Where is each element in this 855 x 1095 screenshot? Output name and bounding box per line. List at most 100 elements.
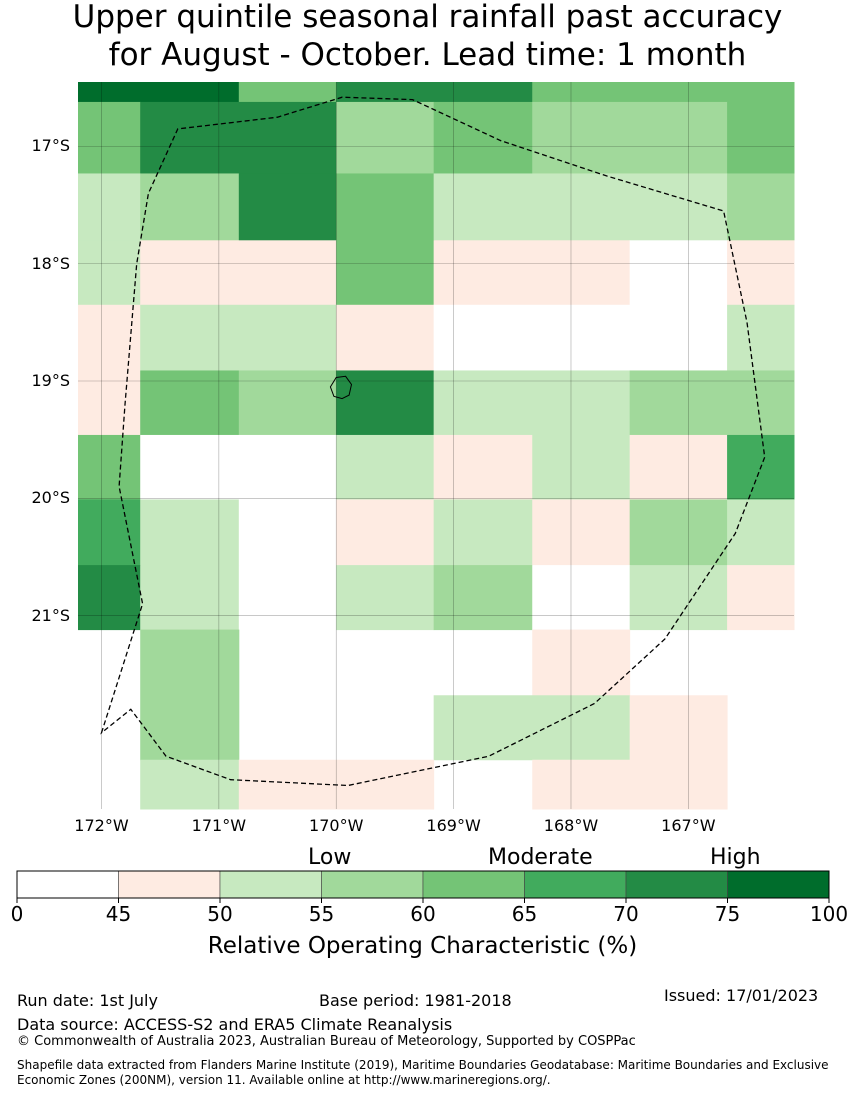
roc-cell-32 [629, 370, 795, 436]
y-tick-label-1: 18°S [31, 253, 70, 273]
graticule [78, 82, 794, 809]
y-tick-label-4: 21°S [31, 605, 70, 625]
roc-cell-54 [629, 565, 728, 631]
roc-cell-24 [336, 304, 435, 371]
roc-cell-1 [238, 82, 337, 103]
title-line-2: for August - October. Lead time: 1 month [108, 37, 747, 73]
roc-cell-21 [727, 240, 795, 306]
roc-cell-31 [433, 370, 631, 436]
roc-cell-23 [140, 304, 337, 371]
roc-cell-0 [78, 82, 240, 103]
colorbar-segment-0 [16, 870, 119, 899]
roc-cell-48 [78, 565, 141, 631]
roc-cell-33 [78, 434, 141, 500]
roc-cell-20 [629, 240, 728, 306]
roc-cell-38 [629, 434, 728, 500]
roc-cell-55 [727, 565, 795, 631]
roc-cell-8 [532, 101, 728, 174]
roc-cell-62 [532, 759, 728, 810]
x-tick-label-5: 167°W [661, 816, 716, 835]
roc-grid [78, 82, 795, 810]
roc-cell-51 [336, 565, 435, 631]
roc-cell-44 [433, 499, 533, 566]
roc-cell-12 [238, 173, 337, 241]
colorbar-tick-label-0: 0 [10, 902, 24, 926]
roc-cell-25 [433, 304, 728, 371]
map-title: Upper quintile seasonal rainfall past ac… [0, 0, 855, 74]
level-low-label: Low [308, 845, 352, 870]
colorbar-segment-2 [219, 870, 322, 899]
roc-cell-22 [78, 304, 141, 371]
roc-cell-3 [532, 82, 795, 103]
roc-cell-11 [140, 173, 240, 241]
colorbar-tick-label-8: 100 [809, 902, 849, 926]
roc-cell-26 [727, 304, 795, 371]
y-tick-label-0: 17°S [31, 136, 70, 156]
colorbar-tick-label-6: 70 [613, 902, 639, 926]
roc-cell-47 [727, 499, 795, 566]
data-source: Data source: ACCESS-S2 and ERA5 Climate … [17, 1015, 453, 1034]
roc-cell-9 [727, 101, 795, 174]
issued-date: Issued: 17/01/2023 [664, 986, 819, 1005]
level-moderate-label: Moderate [488, 845, 593, 870]
level-high-label: High [710, 845, 761, 870]
roc-cell-35 [336, 434, 435, 500]
x-tick-label-3: 169°W [426, 816, 481, 835]
colorbar-segment-1 [118, 870, 221, 899]
run-date: Run date: 1st July [17, 991, 158, 1010]
roc-cell-30 [336, 370, 435, 436]
colorbar-tick-label-7: 75 [714, 902, 741, 926]
roc-cell-41 [140, 499, 240, 566]
eez-boundary-line [100, 96, 766, 787]
colorbar-segment-6 [625, 870, 728, 899]
title-line-1: Upper quintile seasonal rainfall past ac… [72, 0, 783, 35]
roc-cell-18 [336, 240, 435, 306]
roc-cell-2 [336, 82, 533, 103]
roc-cell-45 [532, 499, 631, 566]
colorbar-segment-4 [422, 870, 525, 899]
copyright: © Commonwealth of Australia 2023, Austra… [17, 1034, 636, 1049]
roc-cell-13 [336, 173, 435, 241]
roc-cell-14 [433, 173, 728, 241]
roc-cell-60 [140, 759, 240, 810]
y-tick-label-2: 19°S [31, 371, 70, 390]
island-outline [329, 375, 353, 400]
colorbar-tick-label-1: 45 [105, 902, 132, 926]
shapefile-credit: Shapefile data extracted from Flanders M… [17, 1058, 829, 1087]
roc-cell-6 [336, 101, 435, 174]
x-tick-label-4: 168°W [543, 816, 599, 835]
colorbar-segment-5 [524, 870, 627, 899]
roc-cell-58 [433, 695, 631, 761]
roc-cell-15 [727, 173, 795, 241]
roc-cell-7 [433, 101, 533, 174]
colorbar-tick-label-4: 60 [410, 902, 436, 926]
roc-cell-27 [78, 370, 141, 436]
roc-cell-46 [629, 499, 728, 566]
base-period: Base period: 1981-2018 [319, 991, 512, 1010]
roc-cell-5 [140, 101, 337, 174]
roc-cell-49 [140, 565, 240, 631]
colorbar-segment-7 [727, 870, 830, 899]
colorbar-label: Relative Operating Characteristic (%) [207, 933, 638, 959]
roc-cell-56 [140, 629, 240, 761]
roc-cell-53 [532, 565, 631, 631]
roc-cell-34 [140, 434, 337, 500]
roc-cell-17 [140, 240, 337, 306]
colorbar-segment-3 [321, 870, 424, 899]
roc-cell-10 [78, 173, 141, 241]
roc-cell-28 [140, 370, 240, 436]
colorbar-tick-label-3: 55 [308, 902, 335, 926]
roc-cell-57 [532, 629, 631, 696]
roc-cell-42 [238, 499, 337, 566]
x-tick-label-2: 170°W [309, 816, 364, 835]
x-tick-label-1: 171°W [191, 816, 247, 835]
roc-cell-43 [336, 499, 435, 566]
roc-cell-37 [532, 434, 631, 500]
colorbar-tick-label-5: 65 [511, 902, 538, 926]
roc-cell-16 [78, 240, 141, 306]
x-tick-label-0: 172°W [74, 816, 129, 835]
y-tick-label-3: 20°S [31, 488, 70, 508]
roc-cell-59 [629, 695, 728, 761]
colorbar [16, 870, 830, 903]
